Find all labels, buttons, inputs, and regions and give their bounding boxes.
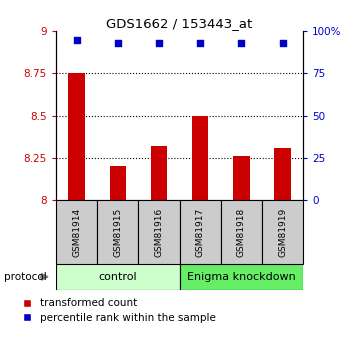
Point <box>239 40 244 46</box>
Text: GSM81915: GSM81915 <box>113 207 122 257</box>
Bar <box>262 200 303 264</box>
Bar <box>68 73 85 200</box>
Bar <box>221 200 262 264</box>
Text: control: control <box>99 272 137 282</box>
Bar <box>192 116 208 200</box>
Point <box>197 40 203 46</box>
Bar <box>180 200 221 264</box>
Text: protocol: protocol <box>4 272 46 282</box>
Bar <box>56 264 180 290</box>
Text: GSM81914: GSM81914 <box>72 207 81 257</box>
Bar <box>138 200 180 264</box>
Bar <box>233 156 250 200</box>
Point <box>156 40 162 46</box>
Text: Enigma knockdown: Enigma knockdown <box>187 272 296 282</box>
Bar <box>151 146 167 200</box>
Text: GSM81919: GSM81919 <box>278 207 287 257</box>
Point <box>74 37 79 42</box>
Text: GSM81918: GSM81918 <box>237 207 246 257</box>
Bar <box>56 200 97 264</box>
Bar <box>97 200 138 264</box>
Bar <box>180 264 303 290</box>
Point <box>280 40 286 46</box>
Title: GDS1662 / 153443_at: GDS1662 / 153443_at <box>106 17 253 30</box>
Legend: transformed count, percentile rank within the sample: transformed count, percentile rank withi… <box>23 298 216 323</box>
Bar <box>109 166 126 200</box>
Text: GSM81916: GSM81916 <box>155 207 164 257</box>
Bar <box>274 148 291 200</box>
Point <box>115 40 121 46</box>
Text: GSM81917: GSM81917 <box>196 207 205 257</box>
